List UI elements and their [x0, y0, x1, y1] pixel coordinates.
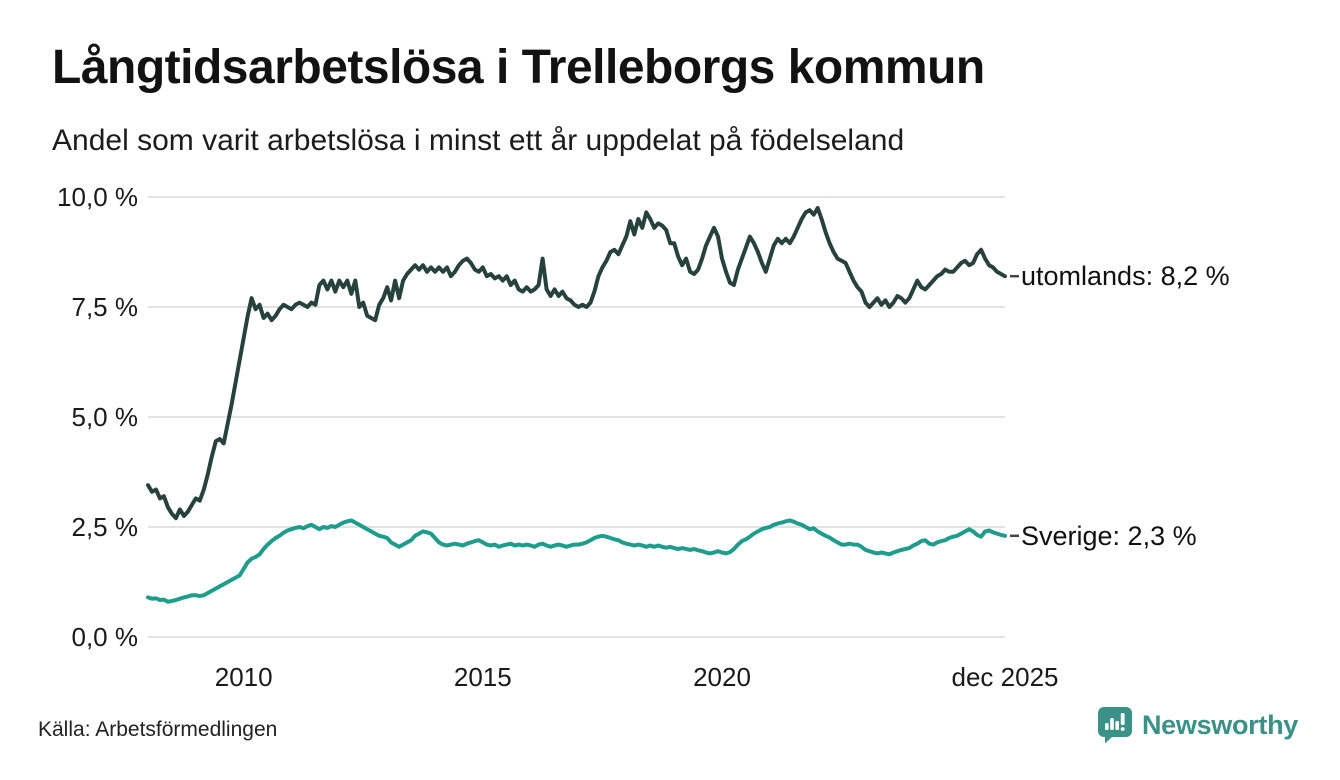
series-end-label-utomlands: utomlands: 8,2 %	[1021, 261, 1230, 292]
chart-subtitle: Andel som varit arbetslösa i minst ett å…	[52, 124, 905, 157]
y-axis-tick-label: 0,0 %	[71, 622, 139, 652]
series-end-label-sverige: Sverige: 2,3 %	[1021, 520, 1197, 551]
series-line-Sverige	[146, 518, 1007, 604]
source-note: Källa: Arbetsförmedlingen	[38, 718, 278, 741]
y-axis-tick-label: 10,0 %	[57, 182, 138, 212]
y-axis-tick-label: 5,0 %	[71, 402, 139, 432]
y-axis-tick-label: 7,5 %	[71, 292, 139, 322]
y-axis-tick-label: 2,5 %	[71, 512, 139, 542]
newsworthy-bubble-chart-icon	[1097, 707, 1132, 744]
newsworthy-wordmark: Newsworthy	[1141, 709, 1298, 740]
x-axis-tick-label: dec 2025	[951, 662, 1059, 692]
series-line-utomlands	[146, 206, 1007, 521]
x-axis-tick-label: 2010	[214, 662, 273, 692]
x-axis-tick-label: 2020	[693, 662, 751, 692]
newsworthy-logo: Newsworthy	[1097, 706, 1298, 744]
x-axis-tick-label: 2015	[453, 662, 512, 692]
chart-title: Långtidsarbetslösa i Trelleborgs kommun	[52, 41, 985, 94]
